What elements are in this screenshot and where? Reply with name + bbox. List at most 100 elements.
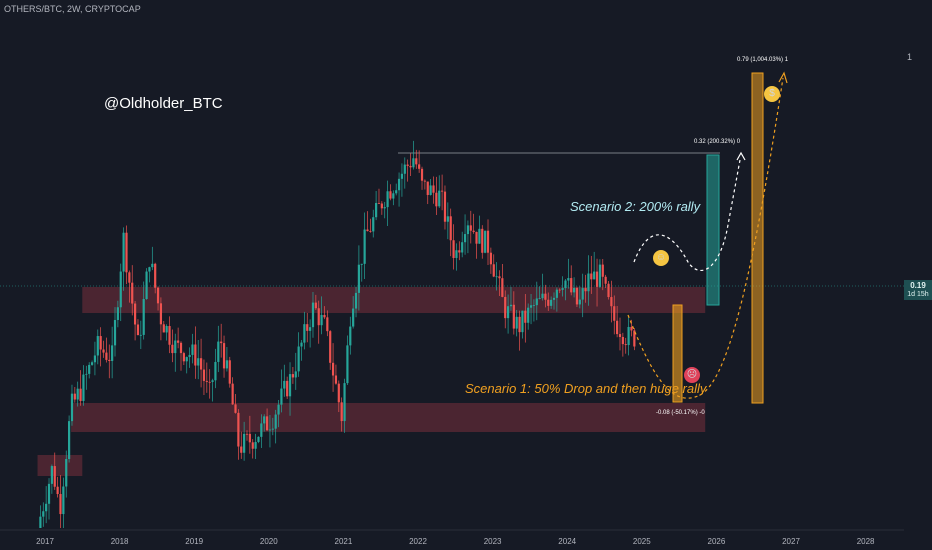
candle-body [441,190,444,192]
candle-body [220,341,223,344]
x-axis-tick-label: 2019 [185,537,204,546]
candle-body [311,302,315,328]
candle-body [624,344,627,346]
candle-body [432,185,435,193]
candle-body [501,278,504,297]
candle-body [426,181,429,195]
candle-body [354,292,358,309]
candle-body [286,380,289,397]
candle-body [515,316,518,329]
candle-body [111,345,114,361]
candle-body [458,250,461,253]
symbol-title[interactable]: OTHERS/BTC, 2W, CRYPTOCAP [4,4,141,14]
candle-body [567,278,570,281]
candle-body [119,271,122,308]
candle-body [561,288,564,290]
candle-body [343,383,346,422]
candle-body [70,393,74,422]
candle-body [504,296,507,319]
candle-body [142,299,145,335]
x-axis-tick-label: 2021 [334,537,353,546]
candle-body [73,393,76,400]
candle-body [383,207,386,209]
candle-body [449,216,452,241]
candle-body [96,336,99,356]
drop-50-measure-label: -0.08 (-50.17%) -0 [656,410,705,416]
candle-body [552,297,556,300]
candle-body [475,231,478,244]
candle-body [297,346,300,372]
candle-body [352,308,355,327]
candle-body [234,404,237,413]
candle-body [478,228,481,244]
candle-body [498,276,501,279]
candle-body [423,180,426,182]
candle-body [630,326,633,331]
x-axis-tick-label: 2017 [36,537,54,546]
candle-body [509,304,513,307]
candle-body [372,217,375,232]
candle-body [174,340,177,354]
candle-body [535,298,538,306]
candle-body [165,326,168,333]
candle-body [208,381,211,383]
x-axis-tick-label: 2024 [558,537,577,546]
candle-body [50,466,53,484]
drop-50-measure-box [672,304,683,403]
scenario-2-label[interactable]: Scenario 2: 200% rally [570,199,701,214]
candle-body [125,232,128,273]
candle-body [68,421,71,460]
candle-body [360,263,363,265]
candle-body [555,289,558,298]
candle-body [102,349,105,353]
candle-body [194,344,197,366]
candle-body [326,317,329,332]
candle-body [116,307,119,321]
candle-body [618,334,622,337]
x-axis-tick-label: 2018 [110,537,129,546]
bar-countdown: 1d 15h [907,291,929,298]
candle-body [547,299,550,306]
candle-body [377,203,381,204]
candle-body [228,360,231,384]
candle-body [463,234,467,243]
candle-body [217,341,220,362]
scenario-1-label[interactable]: Scenario 1: 50% Drop and then huge rally [465,381,707,396]
candle-body [303,324,306,343]
x-axis-tick-label: 2022 [409,537,427,546]
support-zone [82,287,706,313]
candle-body [578,299,581,305]
candle-body [254,441,257,449]
candle-body [105,352,108,360]
rally-200-measure-label: 0.32 (200.32%) 0 [694,139,741,145]
candle-body [518,316,521,333]
candle-body [395,190,398,194]
candle-body [627,326,630,346]
candle-body [85,373,88,375]
candle-body [188,354,191,358]
candle-body [492,264,495,277]
candle-body [564,280,567,289]
candle-body [222,343,226,369]
candle-body [616,320,619,335]
candle-body [389,191,392,199]
candle-body [590,273,593,280]
candle-body [76,388,79,400]
candle-body [214,361,217,381]
candle-body [133,303,137,325]
candle-body [346,345,349,384]
candle-body [300,342,303,347]
candle-body [461,242,464,253]
smiling-face-icon: ☺ [653,250,669,266]
candle-body [532,305,536,306]
candle-body [598,264,602,287]
candle-body [527,307,530,323]
candle-body [544,293,547,300]
candle-body [593,271,596,280]
candle-body [283,380,286,389]
candle-body [397,178,401,191]
candle-body [280,388,283,405]
candle-body [162,324,165,333]
crying-face-icon: ☹ [684,367,700,383]
